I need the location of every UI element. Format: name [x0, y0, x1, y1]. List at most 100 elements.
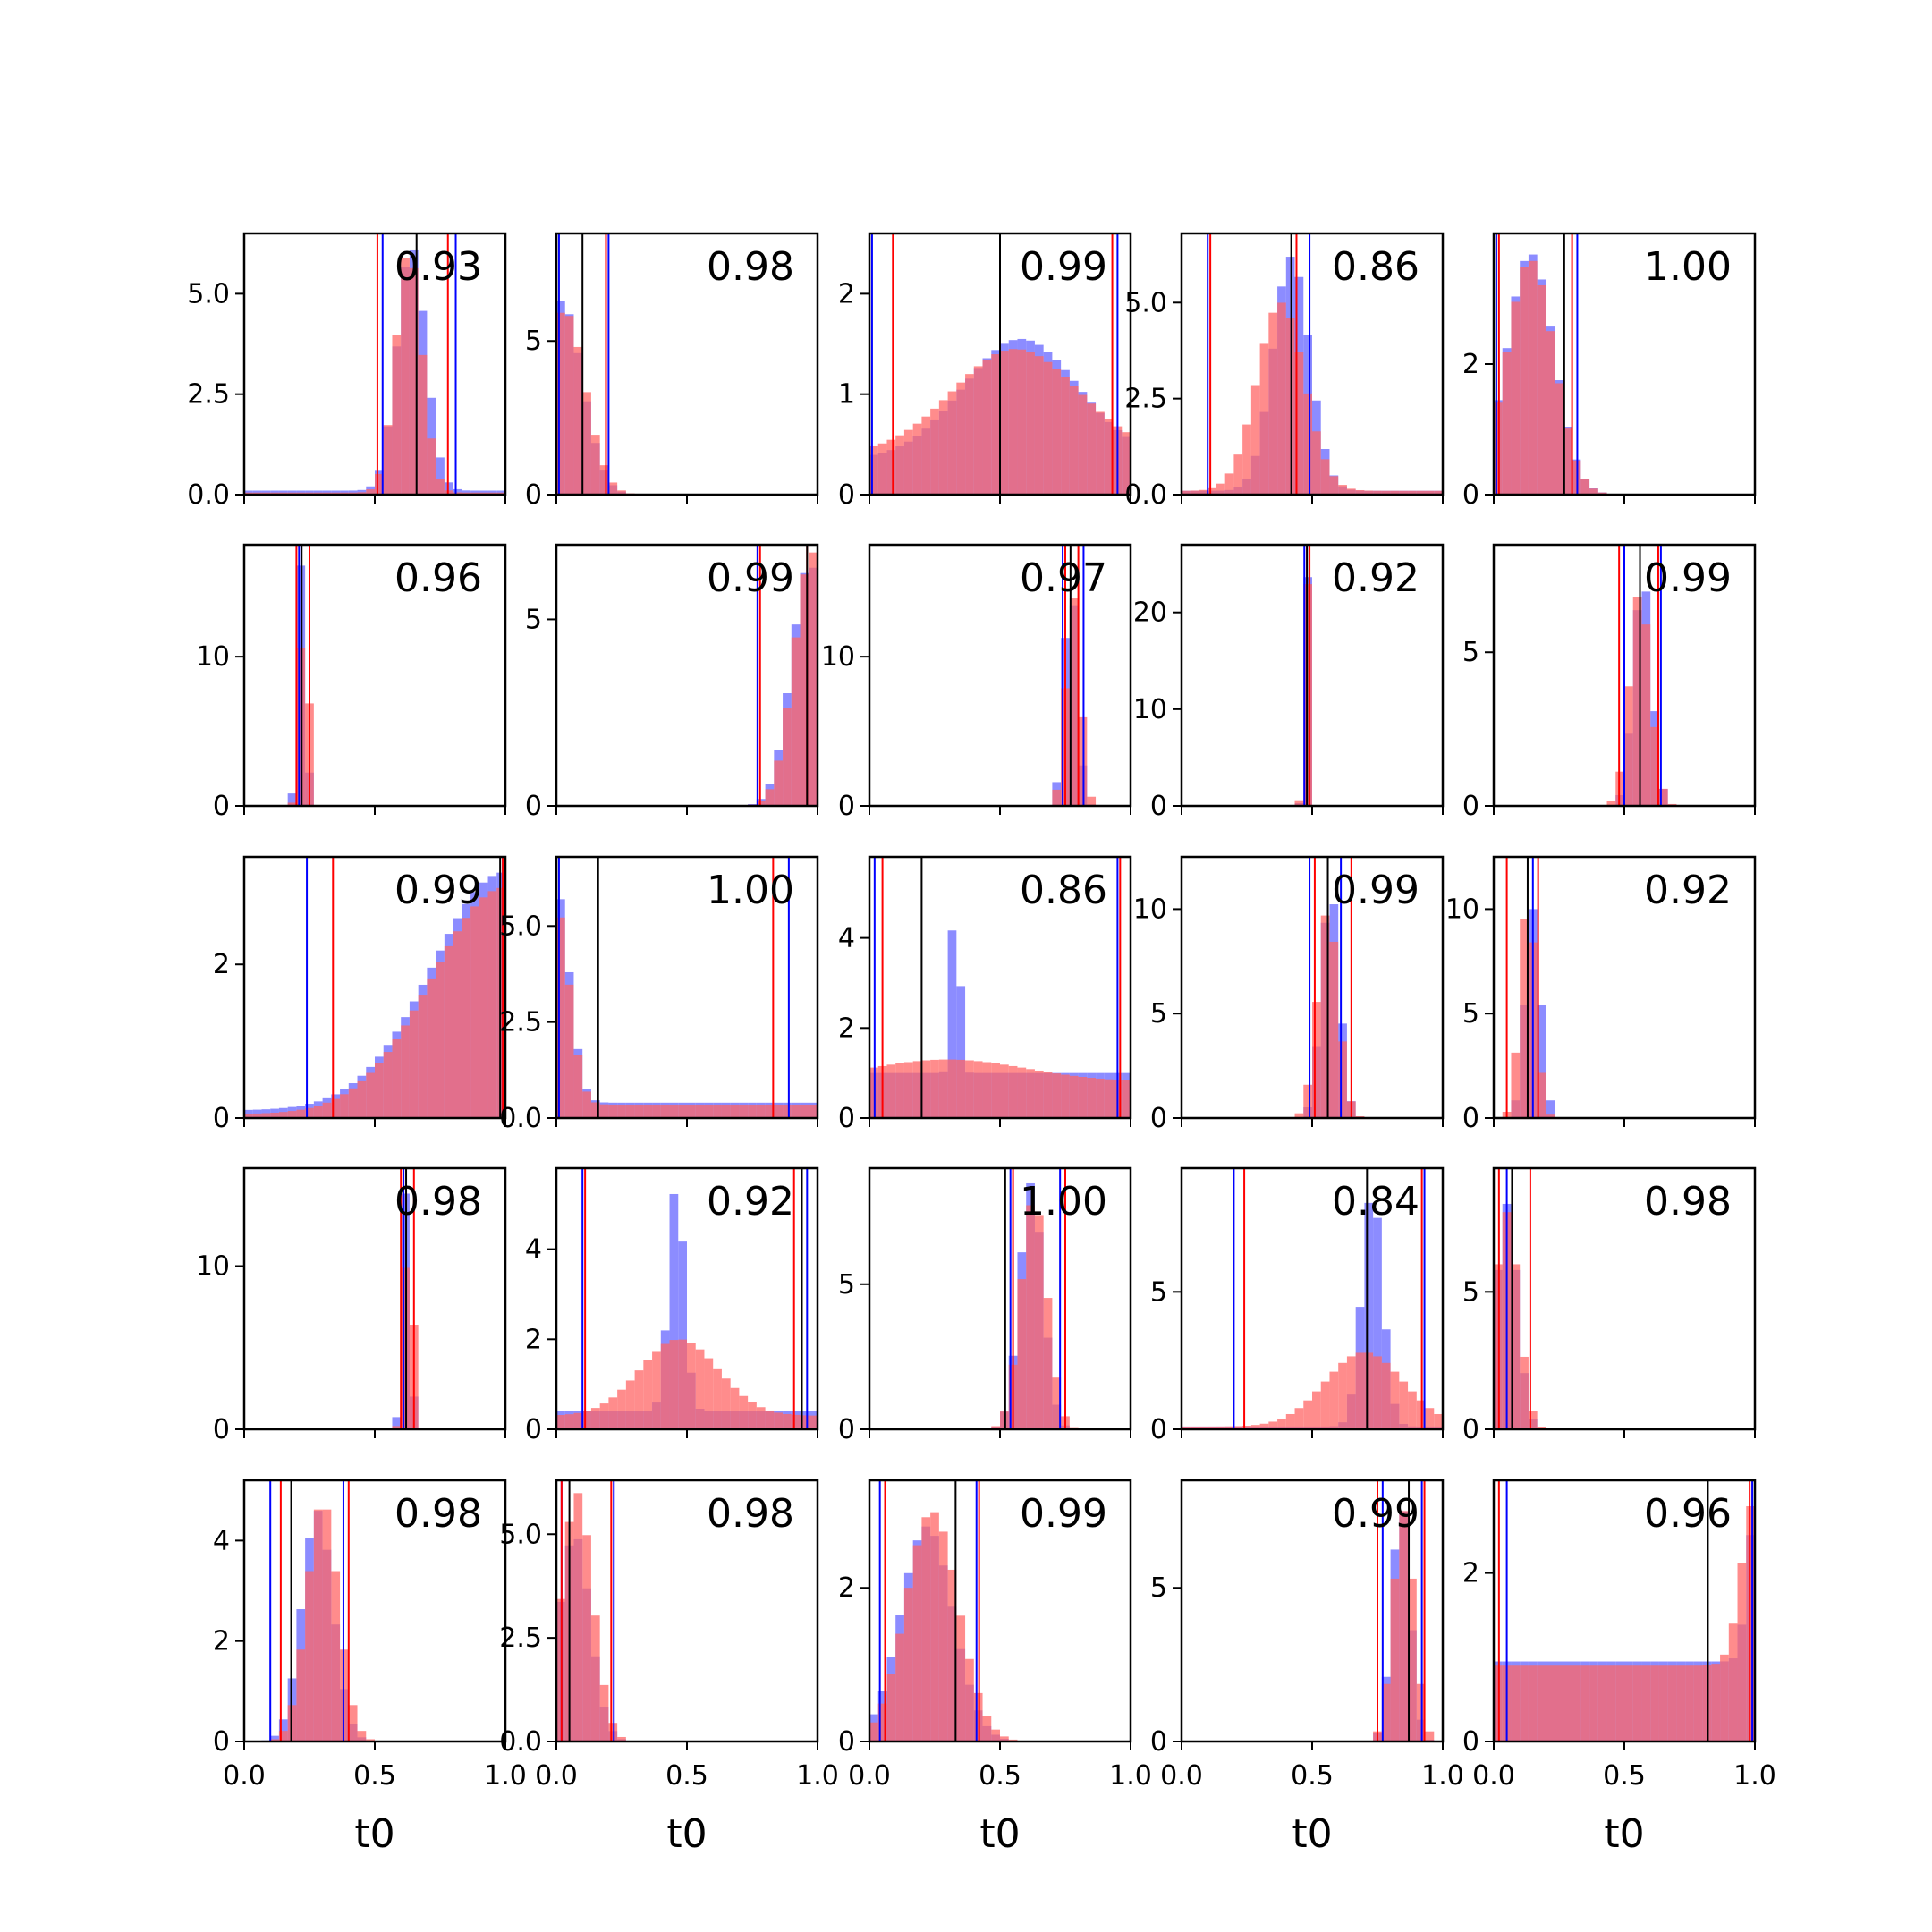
red-hist-bar: [903, 1062, 913, 1118]
y-tick-label: 0: [213, 1414, 230, 1445]
red-hist-bar: [564, 316, 574, 495]
red-hist-bar: [956, 382, 966, 495]
red-hist-bar: [1052, 1377, 1062, 1429]
red-hist-bar: [1511, 301, 1521, 495]
red-hist-bar: [1285, 1413, 1295, 1429]
y-tick-label: 10: [821, 641, 855, 673]
red-hist-bar: [1641, 624, 1651, 806]
red-hist-bar: [1537, 1426, 1546, 1429]
panel-4: 0.0 2.5 5.0 0.86: [1124, 232, 1445, 511]
red-hist-bar: [886, 439, 896, 495]
red-hist-bar: [903, 429, 913, 495]
red-hist-bar: [573, 1055, 583, 1118]
red-hist-bar: [965, 1060, 974, 1118]
red-hist-bar: [1624, 1665, 1633, 1741]
x-tick-label: 0.5: [1291, 1760, 1334, 1792]
red-hist-bar: [912, 423, 922, 495]
y-tick-label: 5.0: [187, 278, 230, 309]
red-hist-bar: [748, 1104, 757, 1118]
red-hist-bar: [1624, 686, 1633, 806]
red-hist-bar: [938, 1531, 948, 1741]
y-tick-label: 5.0: [499, 1519, 542, 1550]
red-hist-bar: [375, 473, 384, 495]
red-hist-bar: [383, 425, 393, 495]
red-hist-bar: [930, 408, 939, 495]
red-hist-bar: [1250, 385, 1260, 495]
red-hist-bar: [1381, 1683, 1391, 1741]
y-tick-label: 0.0: [499, 1103, 542, 1134]
red-hist-bar: [366, 1739, 375, 1741]
red-hist-bar: [1052, 1073, 1062, 1118]
red-hist-bar: [599, 1403, 609, 1429]
x-tick-label: 0.0: [848, 1760, 891, 1792]
red-hist-bar: [783, 1413, 792, 1429]
red-hist-bar: [1434, 1413, 1443, 1429]
y-tick-label: 4: [213, 1525, 230, 1556]
blue-hist-bar: [1373, 1217, 1382, 1429]
red-hist-bar: [930, 1059, 939, 1118]
blue-hist-bar: [270, 1735, 279, 1741]
blue-hist-bar: [287, 793, 297, 806]
red-hist-bar: [1277, 1418, 1286, 1429]
red-hist-bar: [366, 489, 375, 495]
red-hist-bar: [669, 1340, 679, 1429]
red-hist-bar: [331, 1571, 341, 1741]
red-hist-bar: [643, 1104, 653, 1118]
x-axis-label: t0: [1292, 1811, 1332, 1857]
y-tick-label: 0: [525, 479, 542, 511]
red-hist-bar: [1034, 1070, 1044, 1118]
red-hist-bar: [479, 897, 488, 1118]
red-hist-bar: [1216, 1426, 1225, 1429]
y-tick-label: 0.0: [499, 1726, 542, 1758]
red-hist-bar: [1528, 1665, 1538, 1741]
red-hist-bar: [774, 760, 784, 806]
red-hist-bar: [313, 1509, 323, 1741]
panel-13: 0 2 4 0.86: [838, 855, 1132, 1134]
red-hist-bar: [1355, 489, 1365, 495]
red-hist-bar: [1000, 351, 1009, 495]
red-hist-bar: [1390, 1578, 1400, 1741]
red-hist-bar: [800, 1415, 809, 1429]
red-hist-bar: [1233, 454, 1243, 495]
red-hist-bar: [1728, 1623, 1738, 1741]
red-hist-bar: [573, 1493, 583, 1741]
red-hist-bar: [436, 479, 445, 495]
x-tick-label: 1.0: [1109, 1760, 1152, 1792]
red-hist-bar: [903, 1588, 913, 1741]
panel-16: 0 10 0.98: [196, 1166, 507, 1445]
correlation-label: 1.00: [1020, 1179, 1107, 1224]
red-hist-bar: [1408, 1391, 1417, 1429]
red-hist-bar: [1312, 1391, 1321, 1429]
red-hist-bar: [1338, 485, 1347, 495]
correlation-label: 0.84: [1332, 1179, 1419, 1224]
red-hist-bar: [1373, 490, 1382, 495]
red-hist-bar: [687, 1343, 696, 1429]
red-hist-bar: [1364, 1352, 1374, 1429]
red-hist-bar: [418, 354, 428, 495]
red-hist-bar: [748, 1402, 757, 1429]
red-hist-bar: [930, 1512, 939, 1741]
red-hist-bar: [436, 962, 445, 1118]
red-hist-bar: [1061, 377, 1070, 495]
red-hist-bar: [1520, 919, 1529, 1118]
red-hist-bar: [357, 492, 367, 495]
red-hist-bar: [921, 1517, 931, 1741]
red-hist-bar: [643, 1360, 653, 1429]
red-hist-bar: [582, 1411, 591, 1429]
red-hist-bar: [1425, 490, 1435, 495]
red-hist-bar: [1078, 394, 1088, 495]
red-hist-bar: [617, 1104, 626, 1118]
red-hist-bar: [1632, 1665, 1642, 1741]
blue-hist-bar: [947, 930, 957, 1118]
red-hist-bar: [1676, 1665, 1686, 1741]
red-hist-bar: [1000, 1064, 1009, 1118]
y-tick-label: 10: [1133, 894, 1167, 925]
y-tick-label: 2: [838, 1013, 855, 1044]
panel-24: 0 5 0.0 0.5 1.0 0.99 t0: [1150, 1479, 1464, 1857]
blue-hist-bar: [470, 490, 479, 495]
red-hist-bar: [1052, 369, 1062, 495]
correlation-label: 0.98: [707, 244, 794, 290]
panel-3: 0 1 2 0.99: [838, 232, 1132, 511]
y-tick-label: 0: [1150, 1726, 1167, 1758]
